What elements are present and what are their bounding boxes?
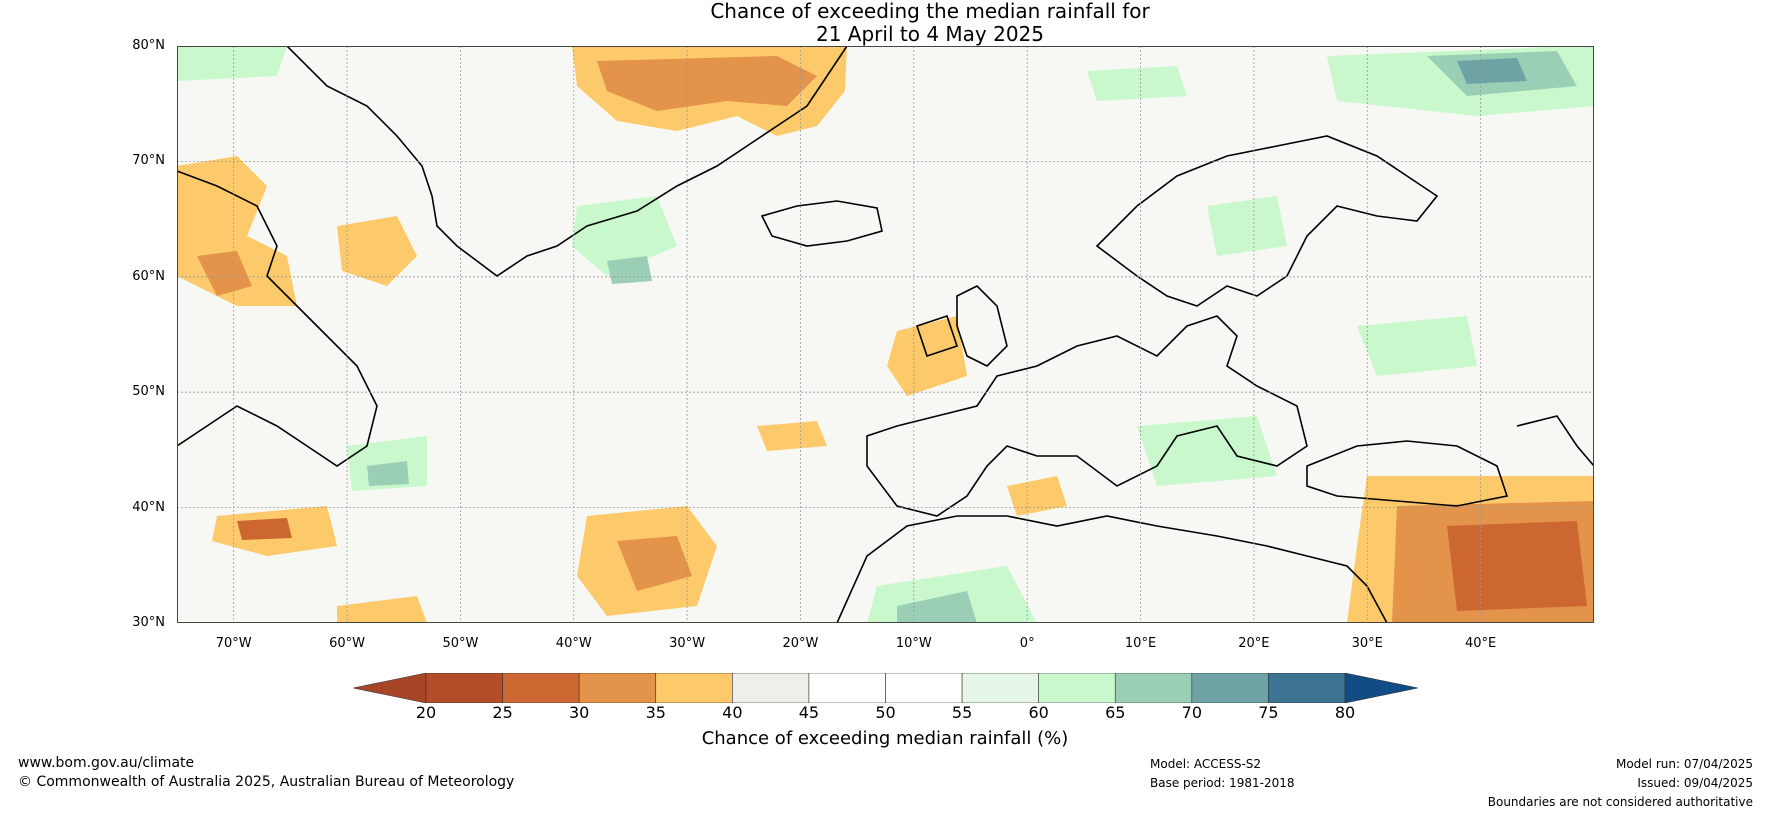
turkey-coast [1306, 440, 1509, 507]
africa-coast [836, 515, 1388, 624]
colorbar-tick-label: 40 [722, 703, 743, 722]
iceland-sea-wet-core [607, 256, 652, 284]
model-text: Model: ACCESS-S2 [1150, 757, 1262, 771]
colorbar-tick-label: 25 [492, 703, 513, 722]
colorbar-segment [1191, 672, 1269, 704]
colorbar-svg [352, 672, 1419, 704]
colorbar-segment [578, 672, 657, 704]
greenland-corner-wet [177, 46, 287, 81]
disclaimer-text: Boundaries are not considered authoritat… [1487, 795, 1753, 809]
issued-text: Issued: 09/04/2025 [1637, 776, 1753, 790]
longitude-label: 10°E [1124, 636, 1157, 651]
graticule [177, 46, 1594, 623]
latitude-label: 40°N [132, 499, 165, 515]
map-svg [176, 45, 1595, 624]
colorbar-tick-label: 30 [568, 703, 590, 722]
colorbar-tick-label: 60 [1028, 703, 1049, 722]
map-background [177, 46, 1594, 623]
caspian-region-coast [1516, 415, 1595, 467]
atlantic-sw-dry-2-core [617, 536, 692, 591]
longitude-label: 40°W [555, 636, 592, 651]
colorbar-tick-label: 55 [951, 703, 973, 722]
longitude-label: 70°W [215, 636, 252, 651]
longitude-label: 20°W [782, 636, 819, 651]
latitude-label: 50°N [132, 384, 165, 400]
colorbar-segment [502, 672, 580, 704]
colorbar-segment [655, 672, 733, 704]
north-america-coast [176, 170, 378, 467]
colorbar-segment [425, 672, 503, 704]
labrador-dry-core [197, 251, 252, 296]
colorbar-tick-label: 80 [1334, 703, 1356, 722]
base-period-text: Base period: 1981-2018 [1150, 776, 1295, 790]
title-line-1: Chance of exceeding the median rainfall … [710, 0, 1150, 23]
mid-atlantic-dry [757, 421, 827, 451]
longitude-label: 10°W [895, 636, 932, 651]
longitude-label: 20°E [1238, 636, 1270, 651]
colorbar-extend-high [1344, 672, 1419, 704]
model-run-text: Model run: 07/04/2025 [1615, 757, 1753, 771]
iceland-coast [760, 200, 883, 247]
middle-east-dry-core [1447, 521, 1587, 611]
website-link[interactable]: www.bom.gov.au/climate [18, 755, 195, 771]
map-title: Chance of exceeding the median rainfall … [0, 0, 1770, 46]
longitude-label: 40°E [1464, 636, 1497, 651]
scandinavia-coast [1095, 135, 1439, 307]
colorbar-extend-low [352, 672, 427, 704]
forecast-map [176, 45, 1595, 624]
longitude-label: 30°E [1351, 636, 1383, 651]
ireland-coast [915, 314, 959, 358]
colorbar-label: Chance of exceeding median rainfall (%) [701, 728, 1069, 749]
greenland-east-dry-core [597, 56, 817, 111]
colorbar-tick-label: 50 [875, 703, 896, 722]
balkans-wet [1137, 416, 1277, 486]
colorbar-segment [808, 672, 886, 704]
europe-coast [866, 315, 1308, 517]
greenland-coast [286, 45, 848, 277]
colorbar [352, 672, 1419, 704]
colorbar-tick-label: 75 [1258, 703, 1279, 722]
colorbar-segment [732, 672, 810, 704]
longitude-label: 0° [1019, 636, 1035, 651]
latitude-label: 30°N [132, 615, 165, 630]
colorbar-tick-label: 65 [1105, 703, 1126, 722]
south-atlantic-dry [337, 596, 427, 623]
iberia-dry [1007, 476, 1067, 516]
colorbar-tick-label: 45 [798, 703, 820, 722]
probability-fields [177, 46, 1594, 623]
longitude-label: 30°W [669, 636, 706, 651]
colorbar-segment [1268, 672, 1346, 704]
colorbar-tick-label: 70 [1181, 703, 1202, 722]
arctic-east-wet-core [1457, 58, 1527, 84]
colorbar-segment [885, 672, 963, 704]
longitude-label: 50°W [442, 636, 479, 651]
title-line-2: 21 April to 4 May 2025 [816, 22, 1044, 46]
latitude-label: 80°N [132, 38, 165, 53]
atlantic-sw-dry-1-core [237, 518, 292, 540]
scandinavia-wet [1207, 196, 1287, 256]
colorbar-segment [961, 672, 1039, 704]
longitude-label: 60°W [329, 636, 365, 651]
colorbar-tick-label: 20 [415, 703, 437, 722]
colorbar-segment [1114, 672, 1193, 704]
coastlines [176, 45, 1595, 624]
map-border [177, 46, 1594, 623]
iceland-sea-wet [572, 196, 677, 276]
atlantic-west-dry [337, 216, 417, 286]
nw-atlantic-wet-core [367, 461, 409, 486]
svalbard-wet [1087, 66, 1187, 101]
copyright-text: © Commonwealth of Australia 2025, Austra… [18, 774, 515, 790]
latitude-label: 70°N [132, 153, 165, 169]
latitude-label: 60°N [132, 268, 165, 284]
colorbar-tick-label: 35 [645, 703, 666, 722]
east-europe-wet [1357, 316, 1477, 376]
africa-nw-wet-core [897, 591, 977, 623]
britain-coast [956, 285, 1008, 367]
colorbar-segment [1038, 672, 1116, 704]
